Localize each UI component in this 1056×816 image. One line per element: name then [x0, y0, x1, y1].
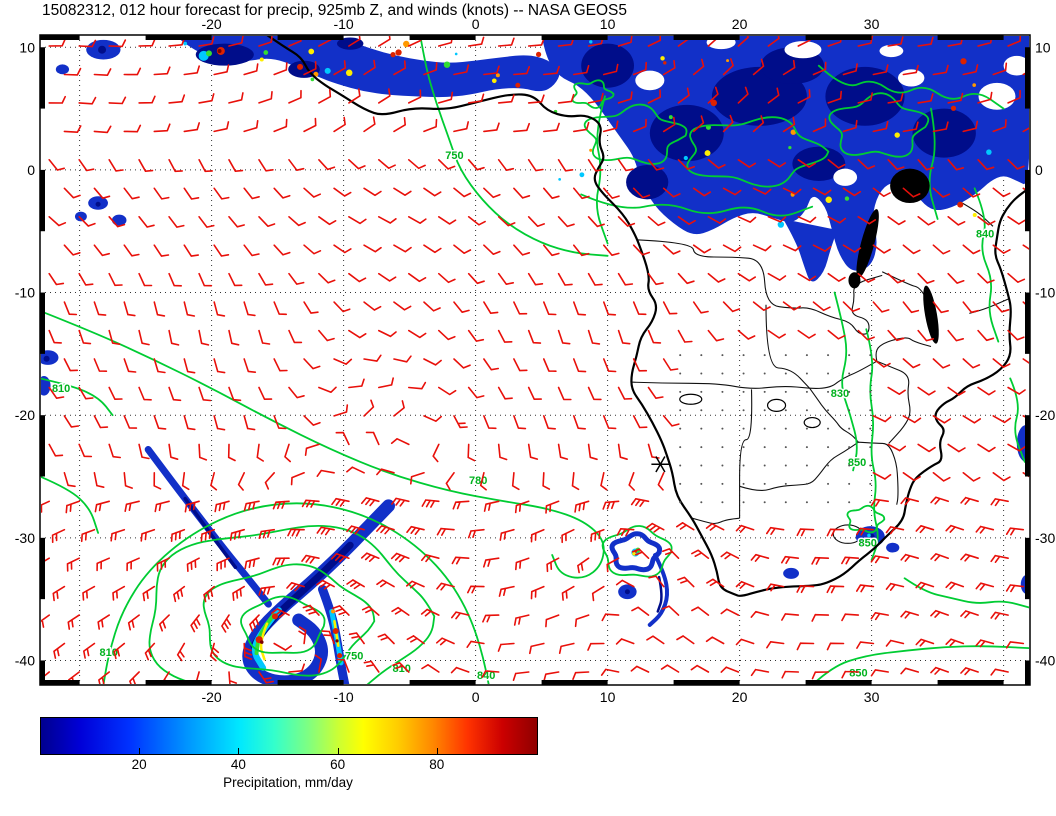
svg-text:0: 0: [472, 16, 480, 32]
colorbar-tick-label: 40: [230, 757, 246, 772]
chart-title: 15082312, 012 hour forecast for precip, …: [42, 2, 627, 19]
svg-text:810: 810: [393, 663, 411, 675]
svg-text:-10: -10: [333, 16, 353, 32]
svg-text:-10: -10: [333, 689, 353, 705]
svg-text:750: 750: [345, 651, 363, 663]
frame-layer: -20 -20 -10 -10 0 0 10 10 20 20 30 30 10 10 0 0 -10 -10 -2…: [15, 16, 1056, 705]
svg-text:30: 30: [864, 689, 880, 705]
forecast-map: 750750780810810810830840840850850850-20-…: [15, 16, 1056, 705]
colorbar-tick-mark: [337, 748, 339, 754]
svg-text:10: 10: [19, 39, 35, 55]
svg-text:-20: -20: [15, 407, 35, 423]
svg-text:810: 810: [52, 383, 70, 395]
colorbar-tick-mark: [436, 748, 438, 754]
colorbar-tick-mark: [238, 748, 240, 754]
svg-text:810: 810: [99, 647, 117, 659]
svg-text:780: 780: [469, 475, 487, 487]
colorbar-label: Precipitation, mm/day: [223, 775, 353, 790]
svg-text:10: 10: [1035, 39, 1051, 55]
svg-text:0: 0: [1035, 162, 1043, 178]
colorbar-gradient: [40, 717, 538, 755]
svg-text:10: 10: [600, 689, 616, 705]
colorbar-tick-mark: [139, 748, 141, 754]
svg-text:750: 750: [445, 150, 463, 162]
colorbar-tick-label: 80: [429, 757, 445, 772]
svg-text:-30: -30: [15, 530, 35, 546]
svg-text:840: 840: [976, 229, 994, 241]
colorbar-tick-label: 20: [131, 757, 147, 772]
svg-text:850: 850: [849, 668, 867, 680]
wind-barbs-layer: [41, 36, 1029, 684]
svg-text:20: 20: [732, 689, 748, 705]
svg-text:10: 10: [600, 16, 616, 32]
svg-text:-20: -20: [201, 689, 221, 705]
svg-text:30: 30: [864, 16, 880, 32]
svg-text:830: 830: [831, 388, 849, 400]
svg-text:-20: -20: [201, 16, 221, 32]
colorbar-tick-label: 60: [330, 757, 346, 772]
svg-text:-40: -40: [1035, 652, 1055, 668]
svg-text:-10: -10: [15, 285, 35, 301]
svg-text:20: 20: [732, 16, 748, 32]
svg-text:-20: -20: [1035, 407, 1055, 423]
svg-text:840: 840: [477, 670, 495, 682]
borders-layer: [631, 181, 1010, 544]
svg-text:-30: -30: [1035, 530, 1055, 546]
svg-text:850: 850: [848, 457, 866, 469]
svg-text:-10: -10: [1035, 285, 1055, 301]
svg-text:0: 0: [472, 689, 480, 705]
svg-text:-40: -40: [15, 652, 35, 668]
svg-text:0: 0: [27, 162, 35, 178]
svg-text:850: 850: [858, 538, 876, 550]
